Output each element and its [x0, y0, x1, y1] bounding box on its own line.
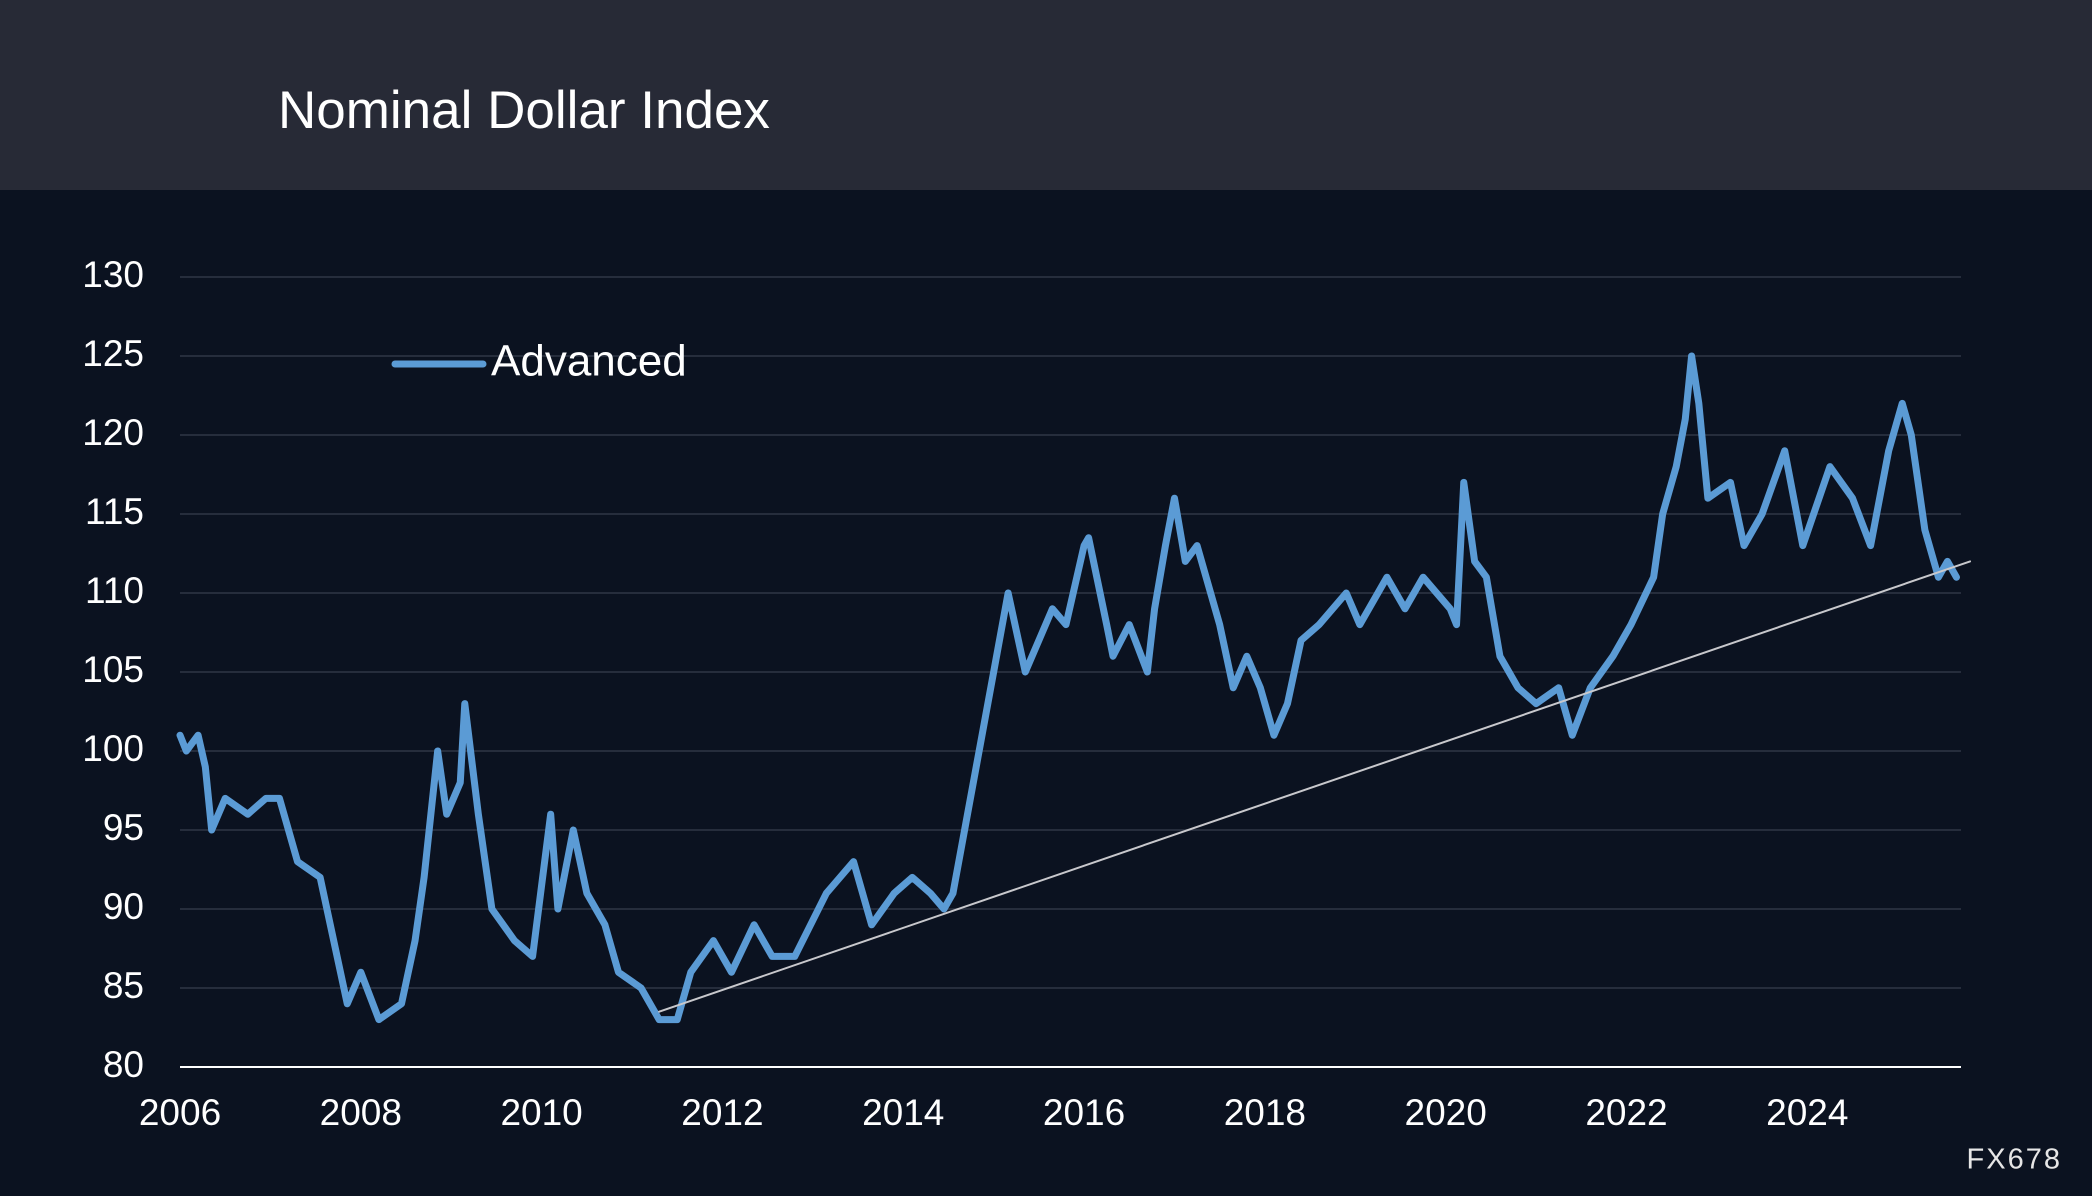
x-tick-label: 2006	[139, 1092, 221, 1133]
y-tick-label: 110	[85, 570, 144, 611]
x-tick-label: 2008	[320, 1092, 402, 1133]
y-tick-label: 90	[103, 886, 144, 927]
x-tick-label: 2022	[1585, 1092, 1667, 1133]
watermark: FX678	[1967, 1144, 2062, 1176]
x-tick-label: 2012	[681, 1092, 763, 1133]
y-tick-label: 125	[82, 333, 144, 374]
legend-label: Advanced	[491, 337, 687, 386]
y-tick-label: 80	[103, 1044, 144, 1085]
y-tick-label: 105	[82, 649, 144, 690]
x-tick-label: 2010	[500, 1092, 582, 1133]
y-tick-label: 95	[103, 807, 144, 848]
y-tick-label: 115	[85, 491, 144, 532]
header-band	[0, 0, 2092, 190]
trend-line	[658, 560, 1972, 1013]
data-line	[176, 352, 1960, 1024]
x-tick-label: 2016	[1043, 1092, 1125, 1133]
y-tick-label: 85	[103, 965, 144, 1006]
x-tick-label: 2018	[1224, 1092, 1306, 1133]
y-tick-label: 100	[82, 728, 144, 769]
y-tick-label: 130	[82, 254, 144, 295]
chart-title: Nominal Dollar Index	[278, 81, 770, 140]
x-tick-label: 2024	[1766, 1092, 1848, 1133]
x-tick-label: 2014	[862, 1092, 944, 1133]
x-tick-label: 2020	[1405, 1092, 1487, 1133]
y-tick-label: 120	[82, 412, 144, 453]
